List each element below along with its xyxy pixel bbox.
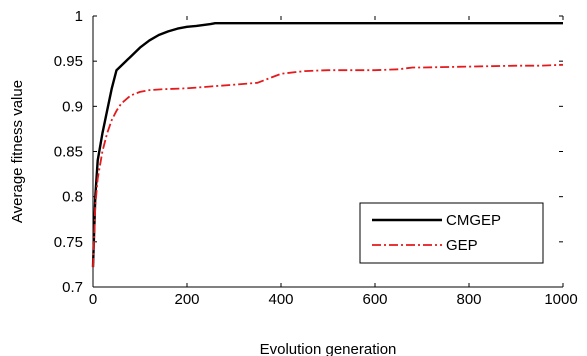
y-tick-label: 0.75: [54, 234, 83, 251]
x-tick-label: 1000: [544, 291, 577, 308]
x-tick-label: 800: [456, 291, 481, 308]
x-tick-label: 200: [174, 291, 199, 308]
y-tick-label: 0.8: [62, 189, 83, 206]
y-tick-label: 0.95: [54, 53, 83, 70]
x-tick-label: 600: [362, 291, 387, 308]
x-axis-label: Evolution generation: [260, 341, 397, 356]
y-tick-label: 0.85: [54, 144, 83, 161]
y-tick-label: 0.9: [62, 98, 83, 115]
y-tick-label: 0.7: [62, 279, 83, 296]
legend-label-gep: GEP: [446, 237, 478, 254]
legend: CMGEP GEP: [360, 203, 543, 263]
y-axis-label: Average fitness value: [9, 80, 26, 223]
x-tick-label: 0: [89, 291, 97, 308]
x-tick-label: 400: [268, 291, 293, 308]
y-tick-label: 1: [75, 8, 83, 25]
legend-label-cmgep: CMGEP: [446, 212, 501, 229]
